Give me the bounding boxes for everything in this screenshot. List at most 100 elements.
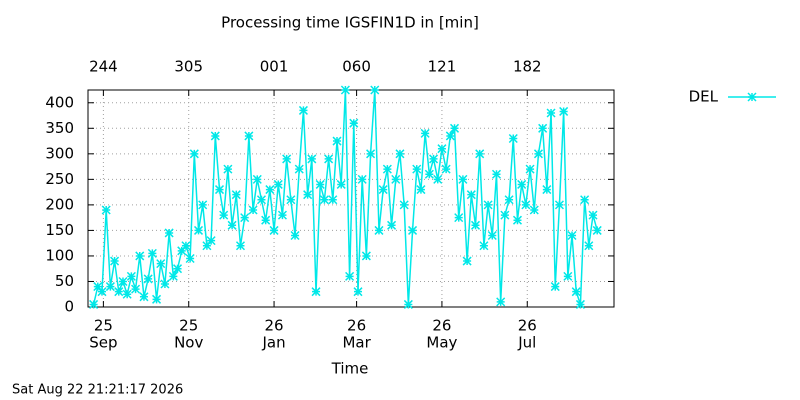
point-marker [147,248,157,258]
y-tick-label: 150 [45,221,74,239]
point-marker [429,154,439,164]
x-tick-label: Mar [342,334,371,352]
point-marker [214,185,225,195]
point-marker [563,271,573,281]
x2-tick-label: 305 [174,58,203,76]
point-marker [273,179,283,189]
point-marker [303,190,313,200]
point-marker [378,185,388,195]
point-marker [571,287,581,297]
point-marker [311,287,321,297]
point-marker [349,118,359,128]
point-marker [126,271,136,281]
point-marker [588,210,598,220]
point-marker [101,205,111,215]
point-marker [487,230,497,241]
point-marker [265,185,275,195]
y-tick-label: 250 [45,170,74,188]
point-marker [185,253,195,264]
point-marker [277,210,287,220]
x-tick-label: 26 [347,317,366,335]
point-marker [193,225,204,235]
point-marker [496,297,506,307]
point-marker [395,149,405,159]
point-marker [202,241,212,251]
point-marker [454,213,464,223]
point-marker [219,210,229,220]
point-marker [416,185,426,195]
point-marker [470,220,481,230]
legend-label: DEL [689,88,719,106]
y-tick-label: 0 [64,298,74,316]
point-marker [173,264,183,274]
point-marker [252,174,262,184]
point-marker [475,149,485,159]
point-marker [550,282,560,292]
point-marker [521,200,531,210]
x-tick-label: Sep [89,334,117,352]
point-marker [97,287,107,297]
point-marker [546,108,556,118]
x2-tick-label: 121 [428,58,457,76]
point-marker [412,164,422,174]
point-marker [248,205,258,215]
point-marker [177,246,187,256]
x-tick-label: 26 [432,317,451,335]
point-marker [391,174,401,184]
point-marker [114,287,124,297]
x2-tick-label: 182 [513,58,542,76]
x2-tick-label: 001 [260,58,289,76]
point-marker [466,190,476,200]
point-marker [89,299,99,309]
point-marker [437,144,447,154]
point-marker [479,241,489,251]
y-tick-label: 400 [45,93,74,111]
point-marker [198,200,208,210]
point-marker [152,294,162,304]
point-marker [122,289,132,299]
point-marker [424,169,434,179]
point-marker [336,179,346,189]
point-marker [567,230,577,241]
point-marker [483,200,493,210]
y-tick-label: 50 [55,272,74,290]
point-marker [584,241,594,251]
point-marker [512,215,523,225]
x-tick-label: Nov [174,334,203,352]
y-tick-label: 100 [45,246,74,264]
point-marker [156,259,166,269]
y-tick-label: 200 [45,195,74,213]
timestamp: Sat Aug 22 21:21:17 2026 [12,383,183,398]
point-marker [143,274,153,284]
point-marker [206,236,216,246]
point-marker [420,128,430,138]
point-marker [227,220,237,230]
point-marker [517,179,527,189]
point-marker [231,190,241,200]
point-marker [559,106,569,116]
point-marker [441,164,451,174]
point-marker [294,164,304,174]
chart-title: Processing time IGSFIN1D in [min] [221,14,479,32]
point-marker [491,169,502,179]
point-marker [504,195,514,205]
point-marker [554,200,564,210]
point-marker [399,200,409,210]
y-tick-label: 300 [45,144,74,162]
point-marker [240,213,250,223]
point-marker [387,220,397,230]
point-marker [353,287,363,297]
point-marker [370,85,380,95]
point-marker [135,251,145,261]
point-marker [542,185,552,195]
point-marker [580,195,590,205]
point-marker [382,164,392,174]
point-marker [164,228,174,238]
x-tick-label: 26 [265,317,284,335]
point-marker [105,282,115,292]
point-marker [538,123,548,133]
point-marker [508,133,518,144]
point-marker [139,292,149,302]
x-tick-label: May [426,334,457,352]
point-marker [345,271,355,281]
